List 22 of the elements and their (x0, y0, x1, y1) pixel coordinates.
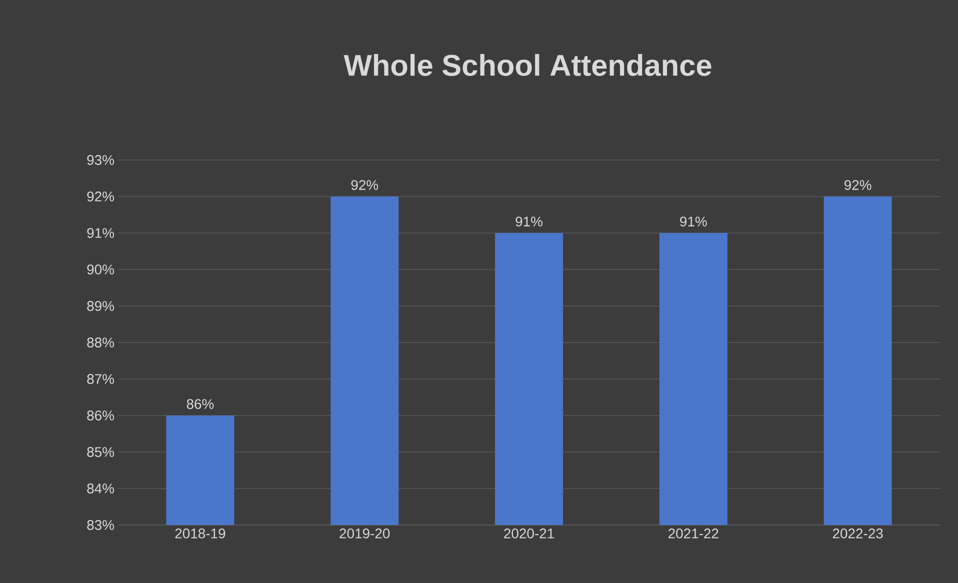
y-tick-label: 91% (87, 228, 114, 238)
y-tick-label: 86% (87, 410, 114, 420)
y-tick-label: 84% (87, 484, 114, 494)
x-tick-label: 2019-20 (340, 528, 390, 538)
data-label: 92% (351, 180, 378, 190)
y-tick-label: 92% (87, 192, 114, 202)
data-label: 91% (680, 216, 707, 226)
chart-title: Whole School Attendance (344, 54, 712, 76)
y-tick-label: 88% (87, 338, 114, 348)
y-tick-label: 89% (87, 301, 114, 311)
y-tick-label: 87% (87, 374, 114, 384)
x-tick-label: 2020-21 (504, 528, 554, 538)
data-label: 92% (844, 180, 872, 190)
x-tick-label: 2018-19 (175, 528, 226, 538)
y-tick-label: 90% (87, 264, 114, 274)
data-label: 91% (516, 216, 542, 226)
x-tick-label: 2021-22 (668, 528, 718, 538)
data-label: 86% (186, 399, 214, 409)
x-tick-label: 2022-23 (832, 528, 883, 538)
y-tick-label: 85% (87, 447, 114, 457)
y-tick-label: 83% (87, 520, 114, 530)
y-tick-label: 93% (87, 155, 114, 165)
